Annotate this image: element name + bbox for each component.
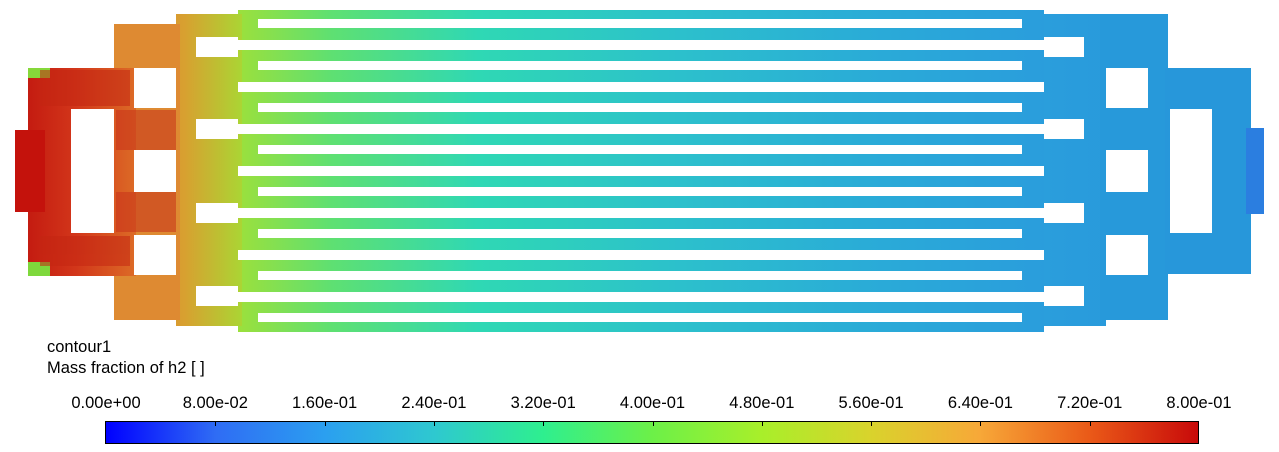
- colorbar-tick-mark: [1089, 422, 1091, 426]
- colorbar-tick-mark: [215, 422, 217, 426]
- colorbar-tick-mark: [980, 422, 982, 426]
- colorbar-tick-mark: [433, 422, 435, 426]
- colorbar: [105, 421, 1199, 444]
- h2-mass-fraction-contour-plot: [15, 10, 1264, 332]
- colorbar-tick-label: 2.40e-01: [401, 394, 467, 412]
- colorbar-tick-label: 8.00e-02: [182, 394, 248, 412]
- colorbar-tick-label: 5.60e-01: [838, 394, 904, 412]
- high-concentration-zones: [40, 70, 176, 266]
- variable-label: Mass fraction of h2 [ ]: [47, 359, 205, 377]
- colorbar-tick-mark: [324, 422, 326, 426]
- colorbar-tick-label: 3.20e-01: [510, 394, 576, 412]
- colorbar-tick-label: 4.80e-01: [729, 394, 795, 412]
- colorbar-tick-mark: [652, 422, 654, 426]
- colorbar-tick-label: 6.40e-01: [947, 394, 1013, 412]
- colorbar-tick-mark: [871, 422, 873, 426]
- colorbar-tick-mark: [543, 422, 545, 426]
- solid-walls: [71, 19, 1212, 322]
- colorbar-tick-label: 7.20e-01: [1057, 394, 1123, 412]
- colorbar-tick-label: 4.00e-01: [619, 394, 686, 412]
- colorbar-tick-label: 0.00e+00: [71, 394, 141, 412]
- contour-name-label: contour1: [47, 338, 112, 356]
- outlet-manifold: [1040, 14, 1264, 326]
- colorbar-tick-mark: [761, 422, 763, 426]
- colorbar-tick-label: 1.60e-01: [292, 394, 358, 412]
- colorbar-tick-label: 8.00e-01: [1166, 394, 1232, 412]
